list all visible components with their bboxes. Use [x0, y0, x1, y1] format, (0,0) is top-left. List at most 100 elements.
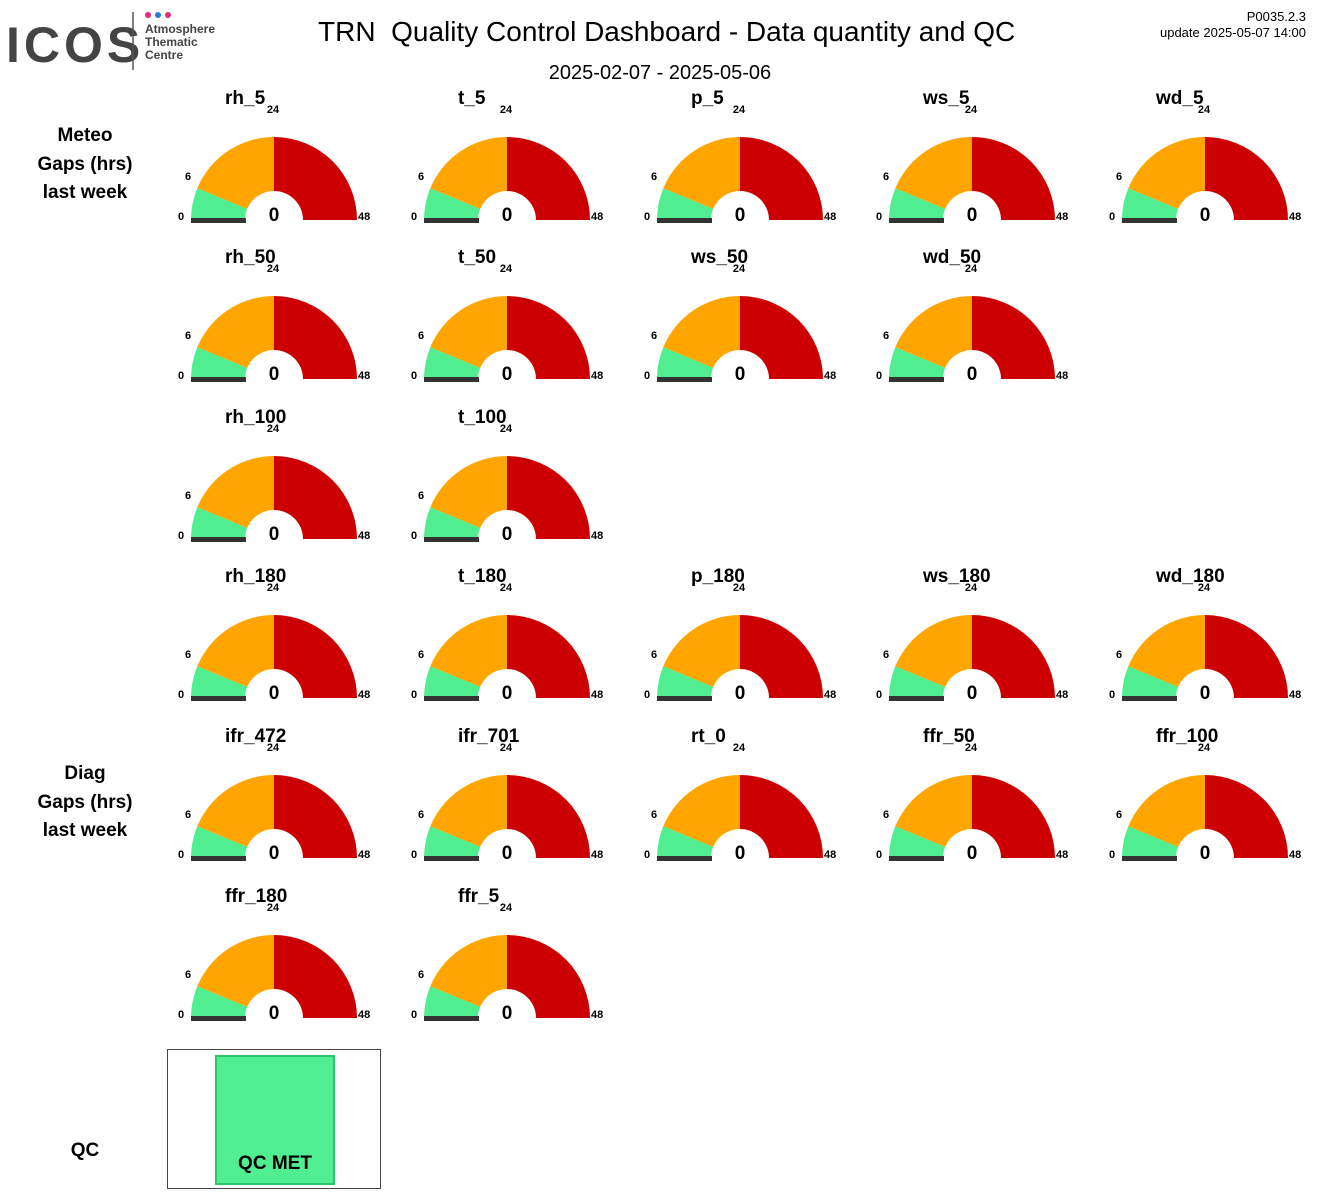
gauge-tick-label-24: 24 — [965, 104, 978, 116]
gauge-tick-label-6: 6 — [418, 171, 424, 183]
update-time: update 2025-05-07 14:00 — [1159, 25, 1306, 40]
gauge-value: 0 — [502, 1003, 513, 1024]
gauge-tick-label-0: 0 — [178, 689, 184, 701]
gauge-needle-bar — [424, 377, 479, 382]
gauge-value: 0 — [269, 364, 280, 385]
gauge-band-2 — [507, 615, 590, 698]
gauge-tick-label-48: 48 — [1056, 689, 1068, 701]
gauge-band-2 — [507, 296, 590, 379]
gauge-needle-bar — [191, 377, 246, 382]
gauge-band-2 — [274, 456, 357, 539]
version-code: P0035.2.3 — [1246, 9, 1306, 24]
gauge-ffr_50: ffr_50 0 6 24 48 0 — [876, 726, 1068, 864]
gauge-band-2 — [274, 615, 357, 698]
gauge-tick-label-24: 24 — [500, 582, 513, 594]
gauge-band-2 — [740, 296, 823, 379]
gauge-band-0 — [191, 826, 248, 858]
gauge-tick-label-0: 0 — [1109, 211, 1115, 223]
gauge-band-0 — [191, 188, 248, 220]
meteo-row-label: Meteo Gaps (hrs) last week — [0, 122, 170, 208]
gauge-band-2 — [740, 137, 823, 220]
gauge-band-1 — [430, 296, 507, 368]
gauge-needle-bar — [424, 696, 479, 701]
gauge-band-0 — [1122, 666, 1179, 698]
gauge-tick-label-48: 48 — [1056, 849, 1068, 861]
version-block: P0035.2.3 update 2025-05-07 14:00 — [1160, 9, 1306, 41]
gauge-band-0 — [191, 986, 248, 1018]
gauge-band-1 — [895, 296, 972, 368]
gauge-title: t_180 — [458, 566, 507, 587]
gauge-band-0 — [889, 347, 946, 379]
gauge-band-0 — [1122, 188, 1179, 220]
dashboard-title: TRN Quality Control Dashboard - Data qua… — [318, 16, 1016, 47]
gauge-band-2 — [274, 775, 357, 858]
gauge-tick-label-48: 48 — [824, 689, 836, 701]
gauge-title: wd_50 — [922, 247, 981, 268]
gauge-needle-bar — [1122, 856, 1177, 861]
gauge-band-0 — [424, 188, 481, 220]
gauge-tick-label-6: 6 — [185, 809, 191, 821]
gauge-tick-label-24: 24 — [500, 423, 513, 435]
gauge-tick-label-24: 24 — [267, 742, 280, 754]
gauge-tick-label-0: 0 — [411, 689, 417, 701]
gauge-tick-label-0: 0 — [876, 849, 882, 861]
gauge-band-2 — [507, 935, 590, 1018]
gauge-title: p_180 — [691, 566, 745, 587]
gauge-tick-label-0: 0 — [178, 1009, 184, 1021]
gauge-band-1 — [663, 296, 740, 368]
gauge-rh_50: rh_50 0 6 24 48 0 — [178, 247, 370, 385]
gauge-band-2 — [274, 137, 357, 220]
diag-row-label: Diag Gaps (hrs) last week — [0, 760, 170, 846]
gauge-value: 0 — [269, 205, 280, 226]
gauge-title: ws_5 — [922, 88, 970, 109]
gauge-tick-label-48: 48 — [591, 1009, 603, 1021]
gauge-tick-label-48: 48 — [824, 370, 836, 382]
gauge-tick-label-0: 0 — [644, 211, 650, 223]
qc-row-label: QC — [70, 1140, 100, 1161]
gauge-title: ifr_701 — [458, 726, 520, 747]
gauge-tick-label-24: 24 — [733, 742, 746, 754]
gauge-wd_180: wd_180 0 6 24 48 0 — [1109, 566, 1301, 704]
gauge-tick-label-6: 6 — [185, 171, 191, 183]
gauge-needle-bar — [657, 377, 712, 382]
gauge-band-2 — [972, 137, 1055, 220]
gauge-tick-label-0: 0 — [411, 370, 417, 382]
diag-label-line-2: Gaps (hrs) — [37, 791, 133, 813]
gauge-title: wd_180 — [1155, 566, 1225, 587]
meteo-label-line-2: Gaps (hrs) — [37, 153, 133, 175]
gauge-value: 0 — [269, 1003, 280, 1024]
gauge-tick-label-0: 0 — [644, 849, 650, 861]
gauge-needle-bar — [191, 856, 246, 861]
gauge-value: 0 — [1200, 205, 1211, 226]
gauge-tick-label-48: 48 — [358, 370, 370, 382]
gauge-band-2 — [1205, 615, 1288, 698]
gauge-tick-label-48: 48 — [591, 689, 603, 701]
gauge-needle-bar — [1122, 696, 1177, 701]
gauge-title: t_100 — [458, 407, 507, 428]
gauge-band-1 — [430, 137, 507, 209]
gauge-tick-label-0: 0 — [876, 211, 882, 223]
gauge-band-0 — [424, 826, 481, 858]
gauge-tick-label-6: 6 — [185, 490, 191, 502]
gauge-tick-label-6: 6 — [883, 649, 889, 661]
gauge-tick-label-48: 48 — [358, 211, 370, 223]
gauge-band-0 — [1122, 826, 1179, 858]
gauge-tick-label-48: 48 — [358, 849, 370, 861]
gauge-band-0 — [889, 666, 946, 698]
gauge-ffr_5: ffr_5 0 6 24 48 0 — [411, 886, 603, 1024]
gauge-tick-label-48: 48 — [1289, 211, 1301, 223]
icos-logo: ICOS Atmosphere Thematic Centre — [6, 12, 215, 73]
logo-sub-1: Atmosphere — [145, 22, 215, 36]
gauge-band-1 — [430, 935, 507, 1007]
gauge-rh_5: rh_5 0 6 24 48 0 — [178, 88, 370, 226]
logo-text: ICOS — [6, 17, 144, 73]
gauge-title: rh_5 — [225, 88, 266, 109]
gauge-tick-label-0: 0 — [178, 370, 184, 382]
gauge-tick-label-6: 6 — [418, 490, 424, 502]
gauge-band-1 — [663, 775, 740, 847]
gauge-tick-label-24: 24 — [733, 582, 746, 594]
qc-status-box: QC MET — [215, 1055, 335, 1185]
gauge-needle-bar — [424, 1016, 479, 1021]
gauge-band-1 — [663, 615, 740, 687]
gauge-p_5: p_5 0 6 24 48 0 — [644, 88, 836, 226]
